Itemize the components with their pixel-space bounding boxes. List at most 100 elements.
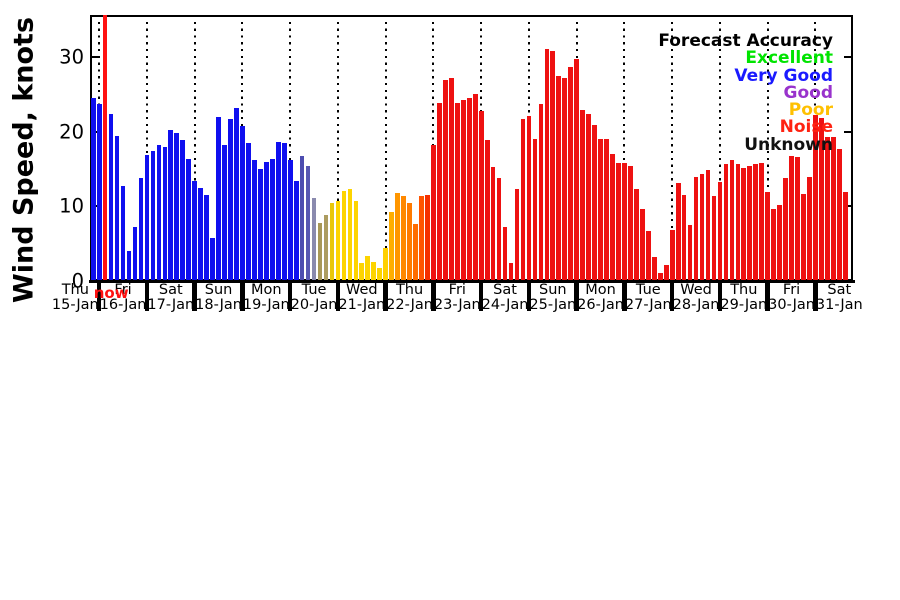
bar [795,156,800,281]
bar [174,132,180,281]
bar [556,76,562,281]
day-date: 15-Jan [51,297,99,313]
x-axis-day-tick [478,282,484,311]
bar [311,198,317,281]
bar [675,182,681,281]
x-axis-day-tick [192,282,197,311]
day-divider-gridline [718,15,721,281]
bar [544,48,550,281]
bar [198,187,203,281]
x-axis-day-label: Tue 27-Jan [613,283,683,313]
legend-title: Forecast Accuracy [658,31,833,51]
day-weekday: Wed [346,282,378,298]
bar [228,118,233,281]
bar [759,162,765,281]
bar [693,177,699,281]
bar [640,209,645,281]
x-axis-day-tick [622,282,627,311]
x-axis-day-label: Mon 19-Jan [231,283,301,313]
day-divider-gridline [336,15,339,281]
bar [269,158,275,281]
bar [359,263,365,281]
bar [108,114,114,281]
day-divider-gridline [289,15,292,281]
bar [526,115,532,281]
bar [645,231,651,281]
y-tick-label: 30 [59,45,84,69]
x-axis-day-tick [240,282,245,311]
bar [389,211,394,281]
x-axis-day-tick [717,282,723,311]
bar [401,196,406,281]
bar [550,50,556,281]
day-date: 27-Jan [624,297,672,313]
day-date: 19-Jan [242,297,290,313]
x-axis-day-label: Thu 22-Jan [375,283,445,313]
bar [490,167,496,281]
bar [323,214,329,281]
bar [747,165,753,281]
bar [180,140,186,281]
bar [293,181,299,281]
bar [616,162,621,281]
x-axis-day-label: Wed 28-Jan [661,283,731,313]
bar [443,79,448,281]
bar [114,135,120,281]
x-axis-day-label: Tue 20-Jan [279,283,349,313]
bar [347,188,353,281]
day-date: 22-Jan [386,297,433,313]
bar [520,118,526,281]
day-weekday: Fri [448,282,466,298]
bar [765,191,771,281]
day-date: 30-Jan [768,297,815,313]
now-marker-label: now [93,284,129,302]
bar [395,193,400,281]
bar [502,227,508,281]
day-weekday: Fri [782,282,801,298]
day-weekday: Wed [680,282,712,298]
day-weekday: Thu [395,282,424,298]
bar [192,181,198,281]
legend-item-good: Good [783,82,833,103]
day-date: 26-Jan [577,297,624,313]
day-date: 25-Jan [529,297,577,313]
bar [275,141,281,281]
day-weekday: Tue [635,282,661,298]
day-date: 16-Jan [99,297,147,313]
bar [711,196,717,281]
bar [263,161,269,281]
bar [425,194,430,281]
x-axis-line [89,280,855,283]
bar [210,237,215,281]
bar [234,108,239,281]
bar [431,144,436,281]
bar [317,222,323,281]
bar [574,58,580,281]
legend-item-unknown: Unknown [744,134,833,155]
day-weekday: Sat [158,282,183,298]
bar [657,272,663,281]
bar [484,140,490,281]
bar [449,78,454,281]
bar [156,144,162,281]
bar [240,126,245,281]
bar [246,143,251,281]
x-axis-day-tick [765,282,770,311]
day-weekday: Mon [585,282,616,298]
bar [514,189,520,281]
bar [562,77,568,281]
bar [132,227,138,281]
y-tick-label: 10 [59,194,84,218]
x-axis-day-label: Sat 31-Jan [804,283,874,313]
bar [669,229,675,281]
bar [741,167,747,281]
legend-item-poor: Poor [788,100,833,121]
x-axis-day-label: Sat 24-Jan [470,283,540,313]
x-axis-day-label: Mon 26-Jan [566,283,636,313]
day-weekday: Fri [114,282,132,298]
bar [771,209,776,281]
bar [538,103,544,281]
y-tick-left [90,56,99,59]
bar [634,189,639,281]
